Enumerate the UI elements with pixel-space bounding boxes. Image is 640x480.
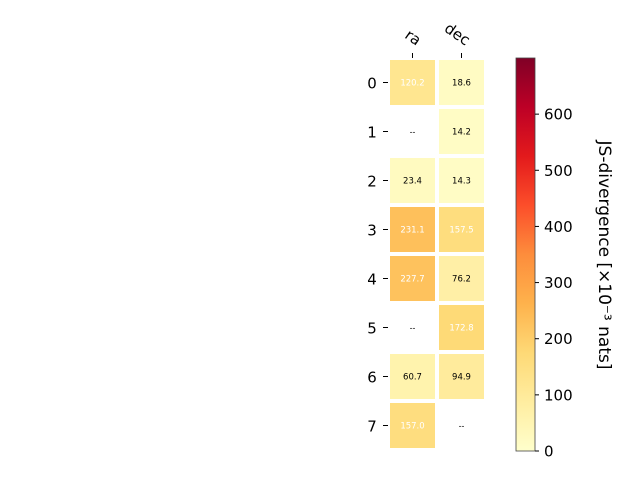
heatmap-cell-7-ra xyxy=(390,403,435,448)
colorbar-tick-label: 200 xyxy=(544,330,573,348)
cell-value-label: -- xyxy=(410,324,416,333)
column-tick-label: dec xyxy=(441,19,473,49)
row-labels: 0 1 2 3 4 5 6 7 xyxy=(367,75,388,436)
cell-value-label: -- xyxy=(459,422,465,431)
heatmap-cell-0-dec xyxy=(439,60,484,105)
colorbar-gradient xyxy=(515,57,536,452)
cell-value-label: 94.9 xyxy=(452,373,471,383)
colorbar-tick-label: 0 xyxy=(544,443,554,461)
cell-value-label: 23.4 xyxy=(403,177,422,187)
colorbar-tick-label: 300 xyxy=(544,274,573,292)
heatmap-cell-3-ra xyxy=(390,207,435,252)
cell-value-label: 172.8 xyxy=(449,324,473,334)
column-tick-label: ra xyxy=(402,26,425,50)
heatmap-cell-2-ra xyxy=(390,158,435,203)
row-tick-label: 0 xyxy=(367,75,377,93)
row-tick-label: 5 xyxy=(367,320,377,338)
row-tick-label: 2 xyxy=(367,173,377,191)
colorbar-tick-label: 400 xyxy=(544,218,573,236)
cell-value-label: 157.0 xyxy=(400,422,424,432)
cell-value-label: 18.6 xyxy=(452,79,471,89)
heatmap-cell-0-ra xyxy=(390,60,435,105)
heatmap-cell-2-dec xyxy=(439,158,484,203)
cell-value-label: -- xyxy=(410,128,416,137)
colorbar-tick-label: 600 xyxy=(544,106,573,124)
colorbar: 0 100 200 300 400 500 600 JS-divergence [×10⁻³ … xyxy=(515,57,614,461)
cell-value-label: 76.2 xyxy=(452,275,471,285)
cell-value-label: 231.1 xyxy=(400,226,424,236)
row-tick-label: 3 xyxy=(367,222,377,240)
heatmap-cells: 120.2 18.6 -- 14.2 23.4 14.3 231.1 157.5 227.7 76… xyxy=(390,60,484,448)
heatmap-cell-5-dec xyxy=(439,305,484,350)
cell-value-label: 60.7 xyxy=(403,373,422,383)
heatmap-cell-3-dec xyxy=(439,207,484,252)
column-labels: ra dec xyxy=(402,19,474,58)
row-tick-label: 7 xyxy=(367,418,377,436)
cell-value-label: 120.2 xyxy=(400,79,424,89)
cell-value-label: 14.2 xyxy=(452,128,471,138)
row-tick-label: 6 xyxy=(367,369,377,387)
heatmap-cell-1-dec xyxy=(439,109,484,154)
heatmap-cell-4-dec xyxy=(439,256,484,301)
cell-value-label: 14.3 xyxy=(452,177,471,187)
heatmap-cell-6-ra xyxy=(390,354,435,399)
colorbar-tick-label: 100 xyxy=(544,386,573,404)
heatmap-cell-6-dec xyxy=(439,354,484,399)
row-tick-label: 4 xyxy=(367,271,377,289)
row-tick-label: 1 xyxy=(367,124,377,142)
heatmap-cell-4-ra xyxy=(390,256,435,301)
cell-value-label: 157.5 xyxy=(449,226,473,236)
colorbar-tick-label: 500 xyxy=(544,162,573,180)
cell-value-label: 227.7 xyxy=(400,275,424,285)
colorbar-label: JS-divergence [×10⁻³ nats] xyxy=(594,140,614,370)
